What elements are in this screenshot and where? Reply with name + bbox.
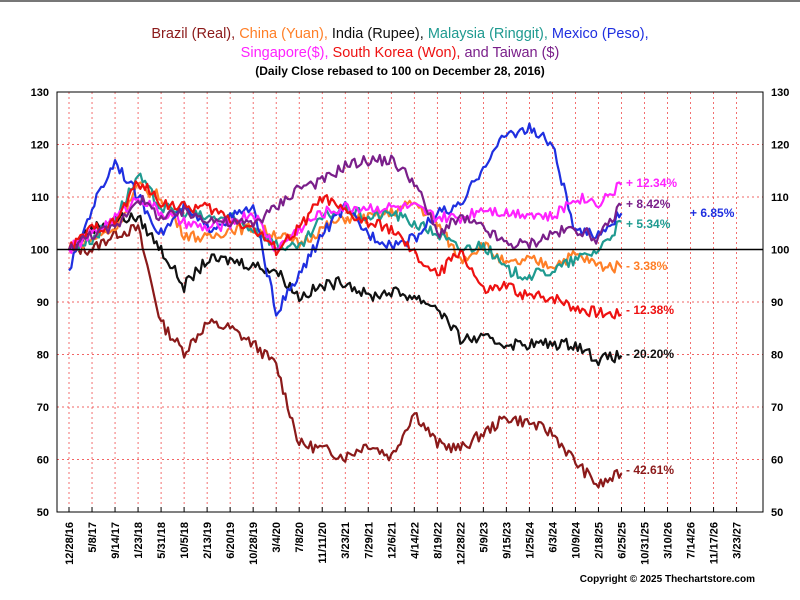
x-tick-label: 6/20/19 [225, 522, 237, 559]
x-tick-label: 2/18/25 [593, 522, 605, 559]
x-tick-label: 10/9/24 [570, 521, 582, 559]
x-tick-label: 5/9/23 [478, 522, 490, 553]
x-tick-label: 12/6/21 [386, 522, 398, 559]
x-tick-label: 1/23/18 [133, 522, 145, 559]
x-tick-label: 3/4/20 [271, 522, 283, 553]
y-tick-label-right: 130 [771, 87, 789, 99]
end-value-label: - 12.38% [626, 303, 674, 317]
end-value-label: + 8.42% [626, 197, 671, 211]
y-tick-label-right: 70 [771, 402, 783, 414]
series-line-taiwan- [67, 153, 623, 252]
series-line-china-yuan- [68, 181, 623, 274]
chart-subtitle: (Daily Close rebased to 100 on December … [255, 64, 544, 78]
y-tick-label-left: 100 [31, 245, 49, 257]
series-line-brazil-real- [68, 223, 623, 489]
x-tick-label: 5/31/18 [156, 522, 168, 559]
x-tick-label: 3/23/27 [732, 522, 744, 559]
y-tick-label-right: 50 [771, 507, 783, 519]
title-part: South Korea (Won), [329, 45, 461, 61]
title-part: China (Yuan), [235, 26, 328, 42]
y-tick-label-right: 100 [771, 245, 789, 257]
x-tick-label: 9/15/23 [501, 522, 513, 559]
y-tick-label-left: 60 [37, 455, 49, 467]
end-value-label: - 42.61% [626, 463, 674, 477]
chart-title-line1: Brazil (Real), China (Yuan), India (Rupe… [151, 26, 648, 42]
title-part: Malaysia (Ringgit), [424, 26, 548, 42]
x-tick-label: 11/17/26 [709, 522, 721, 564]
end-value-label: - 3.38% [626, 259, 668, 273]
y-tick-label-left: 120 [31, 140, 49, 152]
x-tick-label: 7/14/26 [686, 522, 698, 559]
copyright: Copyright © 2025 Thechartstore.com [580, 574, 755, 585]
title-part: and Taiwan ($) [460, 45, 559, 61]
y-tick-label-left: 50 [37, 507, 49, 519]
y-tick-label-left: 130 [31, 87, 49, 99]
x-tick-label: 9/14/17 [110, 522, 122, 559]
x-tick-label: 10/5/18 [179, 522, 191, 559]
series-line-south-korea-won- [67, 180, 622, 320]
x-tick-label: 8/19/22 [432, 522, 444, 559]
title-part: Singapore($), [241, 45, 329, 61]
plot-frame [56, 91, 764, 513]
x-tick-label: 7/8/20 [294, 522, 306, 553]
x-tick-label: 5/8/17 [87, 522, 99, 553]
x-tick-label: 4/14/22 [409, 522, 421, 559]
y-tick-label-right: 120 [771, 140, 789, 152]
x-tick-label: 1/25/24 [524, 521, 536, 559]
end-value-label: + 12.34% [626, 176, 677, 190]
x-tick-label: 3/10/26 [663, 522, 675, 559]
x-tick-label: 6/25/25 [616, 522, 628, 559]
end-value-label: + 6.85% [690, 206, 735, 220]
y-tick-label-left: 110 [31, 192, 49, 204]
x-tick-label: 12/28/16 [64, 522, 76, 565]
series-line-singapore- [68, 181, 623, 255]
x-tick-label: 6/3/24 [547, 521, 559, 552]
title-part: Mexico (Peso), [548, 26, 649, 42]
y-tick-label-left: 90 [37, 297, 49, 309]
y-tick-label-right: 80 [771, 350, 783, 362]
y-tick-label-right: 110 [771, 192, 789, 204]
y-tick-label-right: 60 [771, 455, 783, 467]
x-tick-label: 2/13/19 [202, 522, 214, 559]
x-tick-label: 12/28/22 [455, 522, 467, 565]
title-part: Brazil (Real), [151, 26, 235, 42]
x-tick-label: 10/31/25 [640, 522, 652, 565]
end-value-label: + 5.34% [626, 217, 671, 231]
chart-title-line2: Singapore($), South Korea (Won), and Tai… [241, 45, 560, 61]
x-tick-label: 7/29/21 [363, 522, 375, 559]
x-tick-label: 3/23/21 [340, 522, 352, 559]
x-tick-label: 10/28/19 [248, 522, 260, 565]
y-tick-label-right: 90 [771, 297, 783, 309]
end-value-label: - 20.20% [626, 347, 674, 361]
y-tick-label-left: 80 [37, 350, 49, 362]
x-tick-label: 11/11/20 [317, 522, 329, 564]
series-line-india-rupee- [68, 211, 623, 367]
title-part: India (Rupee), [328, 26, 424, 42]
y-tick-label-left: 70 [37, 402, 49, 414]
